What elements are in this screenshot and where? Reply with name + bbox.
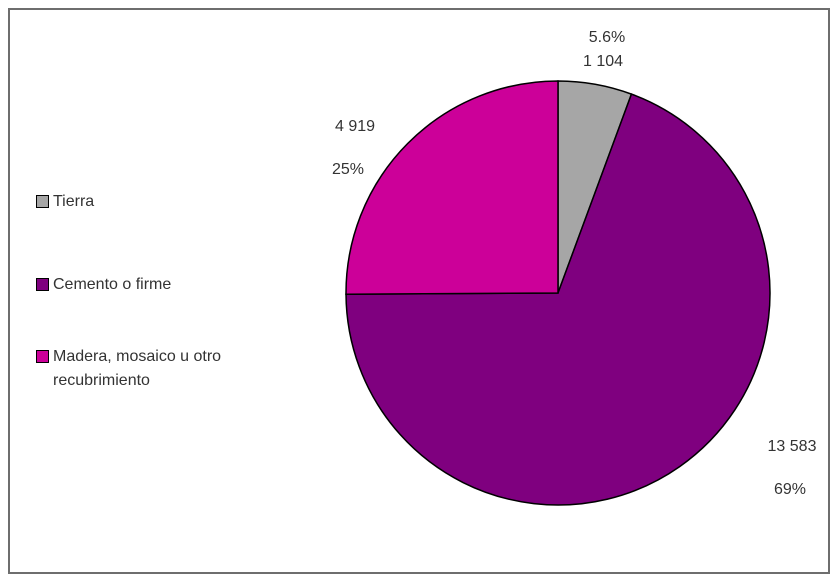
legend-item-tierra: Tierra [36,190,303,214]
legend-swatch-cemento [36,278,49,291]
legend-item-cemento: Cemento o firme [36,273,303,297]
pie-slice-madera [345,80,559,295]
legend-item-madera: Madera, mosaico u otro recubrimiento [36,345,293,393]
data-label-cemento-value: 13 583 [768,438,817,455]
legend-label-cemento: Cemento o firme [53,276,172,293]
legend-label-tierra: Tierra [53,193,95,210]
data-label-madera-percent: 25% [332,161,364,178]
data-label-tierra-value: 1 104 [583,53,623,70]
pie-slice-cemento [345,93,771,506]
data-label-tierra-percent: 5.6% [589,29,625,46]
legend-label-madera: Madera, mosaico u otro recubrimiento [53,348,222,389]
legend-swatch-tierra [36,195,49,208]
data-label-cemento-percent: 69% [774,481,806,498]
data-label-madera-value: 4 919 [335,118,375,135]
legend-swatch-madera [36,350,49,363]
